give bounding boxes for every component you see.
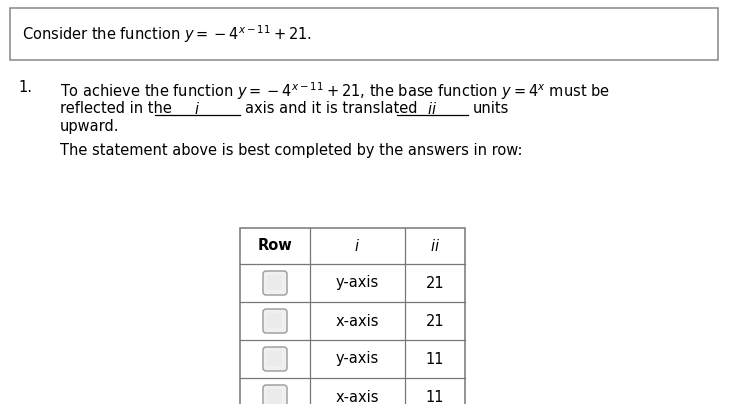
FancyBboxPatch shape	[267, 313, 282, 328]
Text: 11: 11	[426, 389, 444, 404]
Text: $i$: $i$	[354, 238, 361, 254]
Text: 21: 21	[426, 314, 444, 328]
Text: upward.: upward.	[60, 119, 120, 134]
FancyBboxPatch shape	[267, 275, 282, 290]
Text: Row: Row	[257, 238, 292, 253]
FancyBboxPatch shape	[263, 347, 287, 371]
FancyBboxPatch shape	[263, 385, 287, 404]
Text: To achieve the function $y = -4^{x-11}+21$, the base function $y = 4^x$ must be: To achieve the function $y = -4^{x-11}+2…	[60, 80, 610, 102]
Text: 11: 11	[426, 351, 444, 366]
Text: y-axis: y-axis	[336, 276, 379, 290]
Text: $ii$: $ii$	[430, 238, 440, 254]
Text: 21: 21	[426, 276, 444, 290]
Text: 1.: 1.	[18, 80, 32, 95]
Text: axis and it is translated: axis and it is translated	[245, 101, 418, 116]
FancyBboxPatch shape	[10, 8, 718, 60]
Text: reflected in the: reflected in the	[60, 101, 172, 116]
Text: x-axis: x-axis	[336, 389, 379, 404]
FancyBboxPatch shape	[267, 389, 282, 404]
Text: units: units	[473, 101, 510, 116]
FancyBboxPatch shape	[263, 271, 287, 295]
Bar	[240, 228, 465, 404]
Text: The statement above is best completed by the answers in row:: The statement above is best completed by…	[60, 143, 523, 158]
FancyBboxPatch shape	[263, 309, 287, 333]
Text: x-axis: x-axis	[336, 314, 379, 328]
Text: Consider the function $y = -4^{x-11}+21$.: Consider the function $y = -4^{x-11}+21$…	[22, 23, 312, 45]
Text: y-axis: y-axis	[336, 351, 379, 366]
Text: $ii$: $ii$	[427, 101, 437, 117]
FancyBboxPatch shape	[267, 351, 282, 366]
Text: $i$: $i$	[195, 101, 200, 117]
